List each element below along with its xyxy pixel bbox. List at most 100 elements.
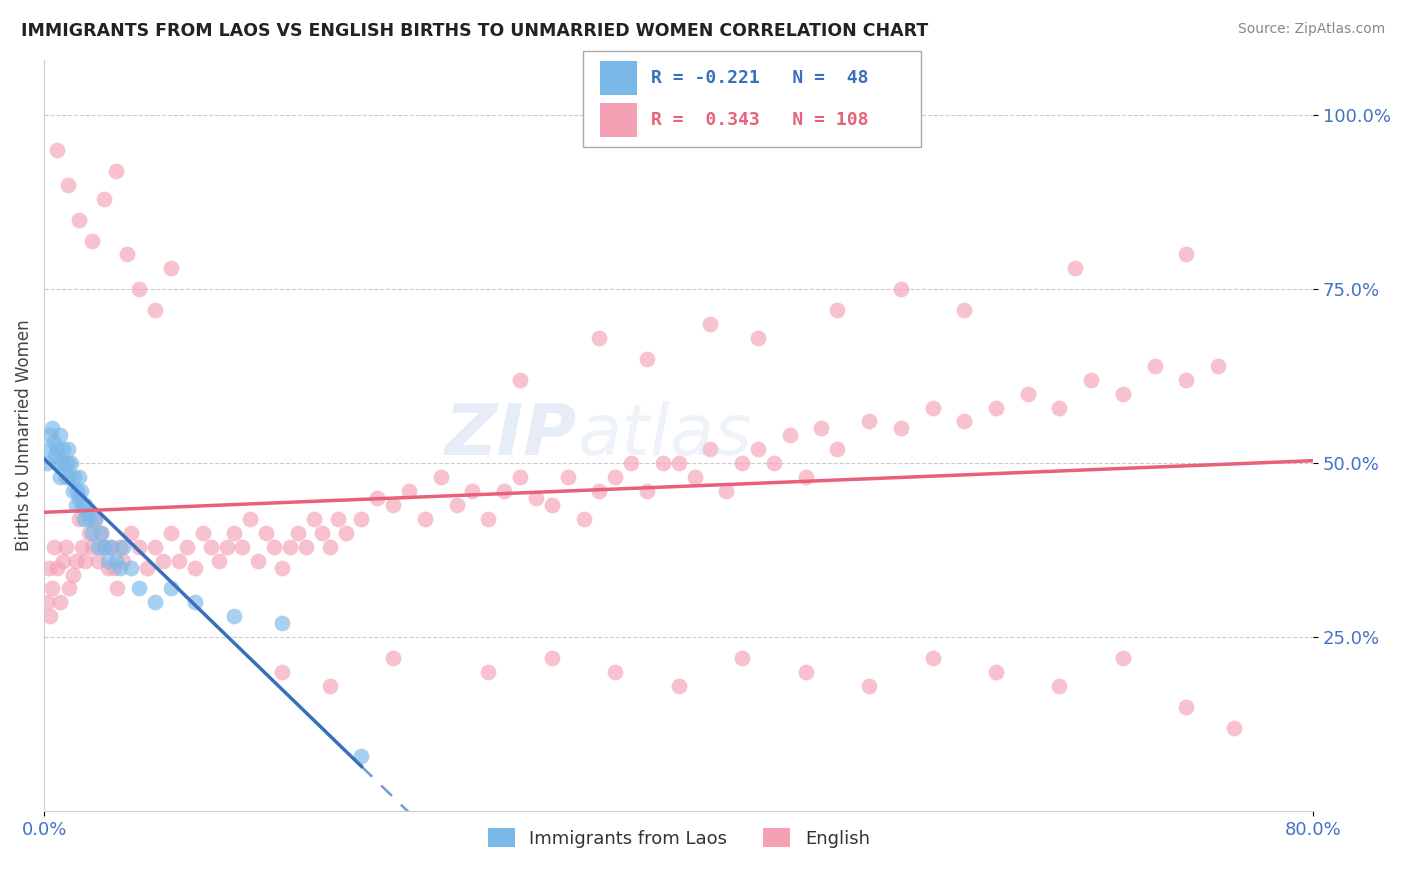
Point <box>67 512 90 526</box>
Point <box>87 540 110 554</box>
Point <box>136 560 159 574</box>
Point <box>90 525 112 540</box>
Point <box>921 401 943 415</box>
Point <box>1080 373 1102 387</box>
Point <box>1175 247 1198 261</box>
Point <box>731 456 754 470</box>
Point <box>48 456 70 470</box>
Point <box>120 525 142 540</box>
Point <box>44 450 66 464</box>
Point <box>271 560 294 574</box>
Point <box>461 484 484 499</box>
Point <box>224 525 246 540</box>
Point <box>110 560 132 574</box>
Point <box>271 665 294 679</box>
Point <box>398 484 420 499</box>
Point <box>207 554 229 568</box>
Point <box>762 456 785 470</box>
Point <box>128 582 150 596</box>
Point <box>524 491 547 505</box>
Point <box>1064 261 1087 276</box>
Point <box>636 351 658 366</box>
Point <box>65 554 87 568</box>
Point <box>636 484 658 499</box>
Point <box>49 595 72 609</box>
Point <box>83 512 105 526</box>
Point <box>55 540 77 554</box>
Point <box>747 331 769 345</box>
Point <box>890 421 912 435</box>
Point <box>49 470 72 484</box>
Point <box>115 247 138 261</box>
Legend: Immigrants from Laos, English: Immigrants from Laos, English <box>481 821 877 855</box>
Point <box>318 540 340 554</box>
Point <box>100 540 122 554</box>
Point <box>53 456 76 470</box>
Point <box>45 442 67 457</box>
Point <box>477 512 499 526</box>
Point <box>699 317 721 331</box>
Point <box>90 525 112 540</box>
Point <box>1049 679 1071 693</box>
Point <box>858 415 880 429</box>
Point <box>143 595 166 609</box>
Point <box>105 582 128 596</box>
Point <box>747 442 769 457</box>
Point <box>167 554 190 568</box>
Point <box>247 554 270 568</box>
Point <box>731 651 754 665</box>
Point <box>668 456 690 470</box>
Point <box>80 234 103 248</box>
Point <box>143 303 166 318</box>
Point <box>295 540 318 554</box>
Point <box>716 484 738 499</box>
Point <box>540 498 562 512</box>
Point <box>58 582 80 596</box>
Point <box>39 609 62 624</box>
Point <box>200 540 222 554</box>
Point <box>58 470 80 484</box>
Point <box>429 470 451 484</box>
Point <box>87 554 110 568</box>
Point <box>224 609 246 624</box>
Point <box>1112 651 1135 665</box>
Point <box>413 512 436 526</box>
Point <box>588 484 610 499</box>
Point <box>335 525 357 540</box>
Point <box>794 665 817 679</box>
Point <box>651 456 673 470</box>
Text: R =  0.343   N = 108: R = 0.343 N = 108 <box>651 112 869 129</box>
Point <box>176 540 198 554</box>
Point <box>827 442 849 457</box>
Point <box>56 442 79 457</box>
Point <box>184 595 207 609</box>
Point <box>215 540 238 554</box>
Point <box>45 560 67 574</box>
Point <box>70 540 93 554</box>
Point <box>605 665 627 679</box>
Point <box>143 540 166 554</box>
Point <box>311 525 333 540</box>
Point <box>446 498 468 512</box>
Point <box>83 512 105 526</box>
Point <box>271 616 294 631</box>
Point <box>160 261 183 276</box>
Point <box>1206 359 1229 373</box>
Point <box>794 470 817 484</box>
Point <box>191 525 214 540</box>
Point <box>70 498 93 512</box>
Point <box>1175 373 1198 387</box>
Point <box>302 512 325 526</box>
Point <box>38 560 60 574</box>
Point <box>97 560 120 574</box>
Point <box>77 525 100 540</box>
Point <box>984 401 1007 415</box>
Point <box>509 470 531 484</box>
Point <box>953 415 976 429</box>
Point <box>77 512 100 526</box>
Point <box>104 554 127 568</box>
Point <box>477 665 499 679</box>
Point <box>494 484 516 499</box>
Point <box>366 491 388 505</box>
Point <box>75 498 97 512</box>
